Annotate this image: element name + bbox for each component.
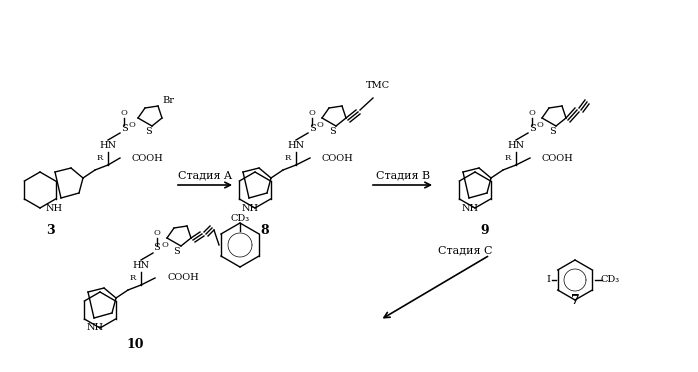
Text: COOH: COOH xyxy=(167,273,199,282)
Text: 10: 10 xyxy=(126,339,144,352)
Text: S: S xyxy=(154,244,161,253)
Text: NH: NH xyxy=(87,324,103,333)
Text: R: R xyxy=(285,154,291,162)
Text: Стадия C: Стадия C xyxy=(438,245,492,255)
Text: S: S xyxy=(309,124,315,132)
Text: S: S xyxy=(144,126,151,135)
Text: NH: NH xyxy=(45,203,63,212)
Text: COOH: COOH xyxy=(322,154,354,163)
Text: I: I xyxy=(546,276,550,285)
Text: O: O xyxy=(154,229,161,237)
Text: HN: HN xyxy=(288,141,304,150)
Text: Стадия A: Стадия A xyxy=(178,170,232,180)
Text: 3: 3 xyxy=(45,224,54,237)
Text: NH: NH xyxy=(242,203,258,212)
Text: O: O xyxy=(161,241,168,249)
Text: S: S xyxy=(549,126,556,135)
Text: COOH: COOH xyxy=(542,154,574,163)
Text: S: S xyxy=(121,124,127,132)
Text: COOH: COOH xyxy=(132,154,164,163)
Text: TMC: TMC xyxy=(366,80,390,90)
Text: R: R xyxy=(130,274,136,282)
Text: 7: 7 xyxy=(571,294,579,307)
Text: HN: HN xyxy=(99,141,117,150)
Text: O: O xyxy=(537,121,544,129)
Text: R: R xyxy=(505,154,511,162)
Text: 8: 8 xyxy=(260,224,269,237)
Text: Стадия B: Стадия B xyxy=(376,170,430,180)
Text: Br: Br xyxy=(162,96,174,105)
Text: HN: HN xyxy=(507,141,525,150)
Text: 9: 9 xyxy=(481,224,489,237)
Text: S: S xyxy=(329,126,335,135)
Text: O: O xyxy=(128,121,135,129)
Text: O: O xyxy=(528,109,535,117)
Text: O: O xyxy=(317,121,323,129)
Text: CD₃: CD₃ xyxy=(600,276,620,285)
Text: HN: HN xyxy=(133,260,149,269)
Text: O: O xyxy=(309,109,315,117)
Text: S: S xyxy=(174,247,180,256)
Text: S: S xyxy=(528,124,535,132)
Text: NH: NH xyxy=(461,203,479,212)
Text: R: R xyxy=(97,154,103,162)
Text: O: O xyxy=(121,109,128,117)
Text: CD₃: CD₃ xyxy=(230,214,250,222)
